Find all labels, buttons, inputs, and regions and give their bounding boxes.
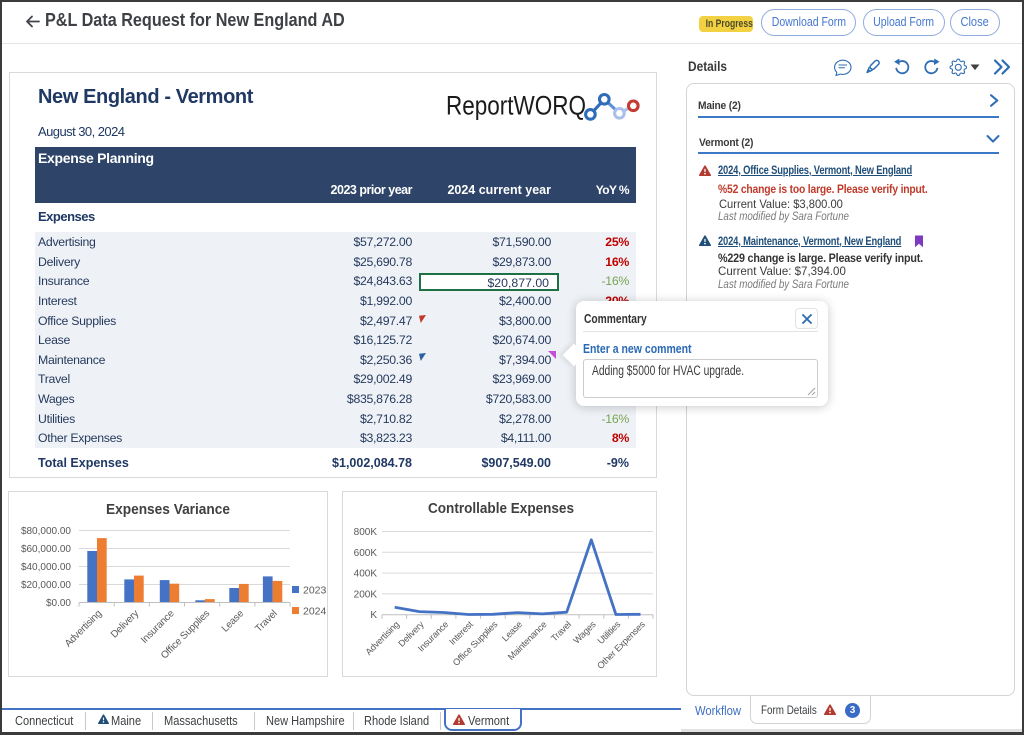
svg-text:Travel: Travel <box>549 619 573 643</box>
svg-text:Advertising: Advertising <box>63 608 104 649</box>
svg-text:Travel: Travel <box>253 608 279 634</box>
svg-text:Advertising: Advertising <box>363 619 401 657</box>
svg-text:2024: 2024 <box>303 606 327 618</box>
svg-text:ReportWORQ: ReportWORQ <box>446 91 586 121</box>
svg-text:200K: 200K <box>354 589 378 600</box>
svg-text:$40,000.00: $40,000.00 <box>21 562 71 573</box>
svg-text:400K: 400K <box>354 569 378 580</box>
svg-text:$20,000.00: $20,000.00 <box>21 580 71 591</box>
svg-text:$80,000.00: $80,000.00 <box>21 526 71 537</box>
svg-text:800K: 800K <box>354 527 378 538</box>
svg-text:2023: 2023 <box>303 585 327 597</box>
svg-text:$60,000.00: $60,000.00 <box>21 544 71 555</box>
svg-text:Expenses Variance: Expenses Variance <box>106 502 230 518</box>
svg-text:Wages: Wages <box>571 619 598 646</box>
svg-text:600K: 600K <box>354 548 378 559</box>
svg-text:Lease: Lease <box>220 608 247 635</box>
svg-text:Office Supplies: Office Supplies <box>451 619 500 668</box>
svg-text:$0.00: $0.00 <box>46 598 71 609</box>
svg-text:Controllable Expenses: Controllable Expenses <box>428 501 574 517</box>
svg-text:Delivery: Delivery <box>109 608 141 640</box>
svg-text:K: K <box>370 610 377 621</box>
